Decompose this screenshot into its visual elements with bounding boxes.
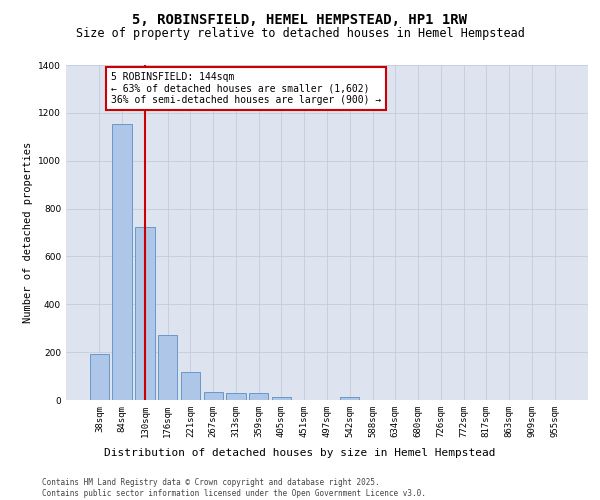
Bar [272,397,291,400]
Bar [135,226,155,400]
Text: Size of property relative to detached houses in Hemel Hempstead: Size of property relative to detached ho… [76,28,524,40]
Bar [249,393,268,400]
Bar [226,393,245,400]
Bar [90,354,109,400]
Bar [181,372,200,400]
Text: 5 ROBINSFIELD: 144sqm
← 63% of detached houses are smaller (1,602)
36% of semi-d: 5 ROBINSFIELD: 144sqm ← 63% of detached … [111,72,381,106]
Text: Contains HM Land Registry data © Crown copyright and database right 2025.
Contai: Contains HM Land Registry data © Crown c… [42,478,426,498]
Bar [112,124,132,400]
Bar [203,392,223,400]
Bar [340,397,359,400]
Text: 5, ROBINSFIELD, HEMEL HEMPSTEAD, HP1 1RW: 5, ROBINSFIELD, HEMEL HEMPSTEAD, HP1 1RW [133,12,467,26]
Text: Distribution of detached houses by size in Hemel Hempstead: Distribution of detached houses by size … [104,448,496,458]
Y-axis label: Number of detached properties: Number of detached properties [23,142,32,323]
Bar [158,336,178,400]
